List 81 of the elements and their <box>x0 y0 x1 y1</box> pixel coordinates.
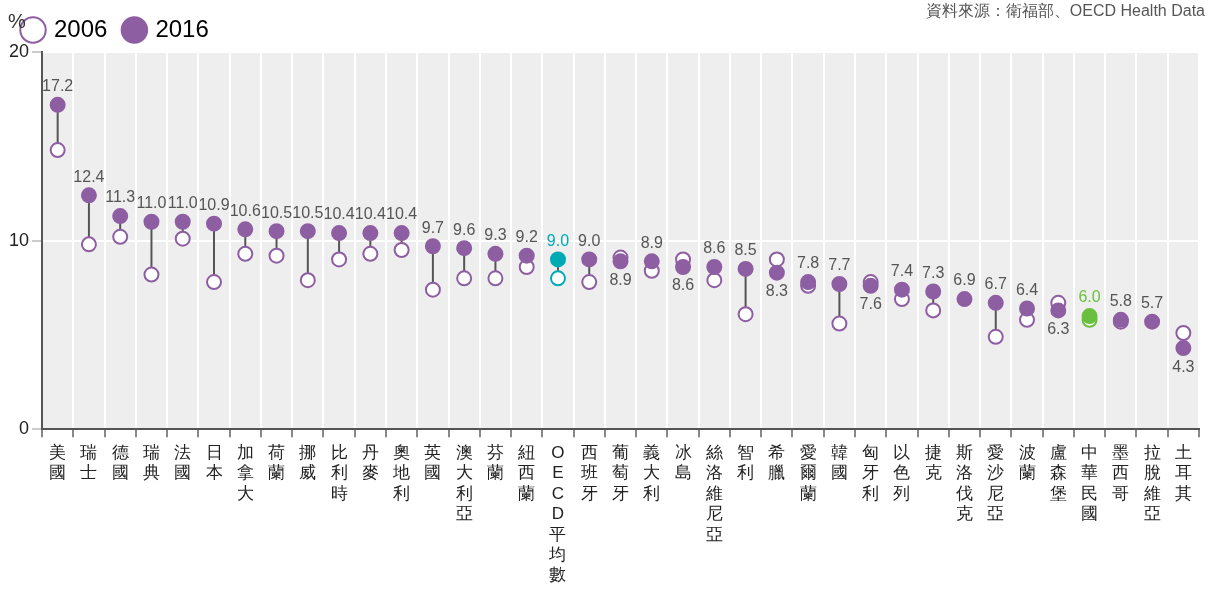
y-tick-label: 10 <box>8 229 30 250</box>
data-label: 9.2 <box>515 228 538 246</box>
x-tick-label: 日本 <box>205 443 223 483</box>
legend-label: 2006 <box>54 14 108 42</box>
data-label: 6.7 <box>984 275 1007 293</box>
data-label: 7.3 <box>922 263 945 281</box>
x-tick-label: 以色列 <box>893 443 911 503</box>
data-label: 6.4 <box>1015 280 1039 298</box>
x-tick-label: 愛爾蘭 <box>799 443 817 503</box>
data-label: 6.3 <box>1047 319 1070 337</box>
x-tick-label: 絲洛維尼亞 <box>704 443 723 544</box>
data-label: 9.7 <box>421 218 445 236</box>
x-tick-label: 智利 <box>737 443 755 483</box>
x-tick-label: 西班牙 <box>580 443 598 503</box>
legend-label: 2016 <box>155 14 209 42</box>
x-tick-label: 瑞典 <box>142 443 160 483</box>
x-tick-label: 匈牙利 <box>862 443 880 503</box>
data-label: 8.6 <box>703 239 726 257</box>
x-tick-label: 芬蘭 <box>486 443 504 483</box>
data-label: 7.8 <box>797 254 820 272</box>
x-tick-label: 瑞士 <box>80 443 98 483</box>
x-tick-label: 盧森堡 <box>1049 443 1067 503</box>
data-label: 10.4 <box>323 205 355 223</box>
x-tick-label: 土耳其 <box>1174 443 1192 503</box>
x-tick-label: 比利時 <box>330 443 348 503</box>
data-label: 11.3 <box>105 188 136 206</box>
x-tick-label: 韓國 <box>830 443 848 483</box>
x-tick-label: 中華民國 <box>1081 443 1099 524</box>
data-label: 10.9 <box>198 196 230 214</box>
x-tick-label: 紐西蘭 <box>517 443 536 503</box>
data-label: 6.9 <box>953 271 976 289</box>
data-label: 10.5 <box>292 203 324 221</box>
x-tick-label: 拉脫維亞 <box>1142 443 1161 524</box>
data-label: 8.9 <box>640 233 663 251</box>
data-label: 5.7 <box>1140 294 1164 312</box>
data-label: 8.5 <box>734 241 757 259</box>
data-label: 7.6 <box>859 295 882 313</box>
data-label: 11.0 <box>167 194 198 212</box>
x-tick-label: 波蘭 <box>1018 443 1036 483</box>
x-tick-label: OECD平均數 <box>548 443 567 585</box>
data-label: 7.4 <box>890 262 914 280</box>
x-tick-label: 義大利 <box>643 443 661 503</box>
data-label: 4.3 <box>1172 357 1195 375</box>
data-label: 17.2 <box>42 77 74 95</box>
data-label: 10.6 <box>229 201 261 219</box>
data-label: 9.0 <box>578 231 601 249</box>
x-tick-label: 希臘 <box>768 443 786 483</box>
data-label: 10.5 <box>260 203 293 221</box>
x-tick-label: 捷克 <box>924 443 942 483</box>
data-label: 10.4 <box>354 205 387 223</box>
data-label: 9.0 <box>546 231 570 249</box>
data-label: 6.0 <box>1078 288 1101 306</box>
y-tick-label: 0 <box>19 418 30 439</box>
data-label: 8.3 <box>765 282 789 300</box>
x-tick-label: 美國 <box>49 443 67 483</box>
data-label: 8.6 <box>671 276 695 294</box>
data-label: 11.0 <box>136 194 167 212</box>
x-tick-label: 墨西哥 <box>1112 443 1130 503</box>
data-label: 12.4 <box>73 167 105 185</box>
x-tick-label: 法國 <box>174 443 192 483</box>
data-label: 9.3 <box>484 226 507 244</box>
data-label: 9.6 <box>453 220 476 238</box>
data-label: 7.7 <box>828 256 851 274</box>
y-tick-label: 20 <box>8 40 30 61</box>
x-tick-label: 挪威 <box>299 443 317 483</box>
data-label: 8.9 <box>609 270 632 288</box>
x-tick-label: 奧地利 <box>392 443 411 503</box>
x-tick-label: 澳大利亞 <box>455 443 473 524</box>
x-tick-label: 英國 <box>424 443 442 483</box>
data-label: 10.4 <box>386 205 418 223</box>
data-label: 5.8 <box>1109 292 1133 310</box>
source-note: 資料來源：衛福部、OECD Health Data <box>925 2 1206 20</box>
x-tick-label: 冰島 <box>674 443 692 483</box>
x-tick-label: 斯洛伐克 <box>955 443 973 524</box>
x-tick-label: 德國 <box>111 443 129 483</box>
y-axis-title: % <box>8 9 26 32</box>
x-tick-label: 丹麥 <box>361 443 379 483</box>
x-tick-label: 加拿大 <box>236 443 254 503</box>
x-tick-label: 愛沙尼亞 <box>987 443 1005 524</box>
x-tick-label: 葡萄牙 <box>612 443 630 503</box>
x-tick-label: 荷蘭 <box>268 443 286 483</box>
